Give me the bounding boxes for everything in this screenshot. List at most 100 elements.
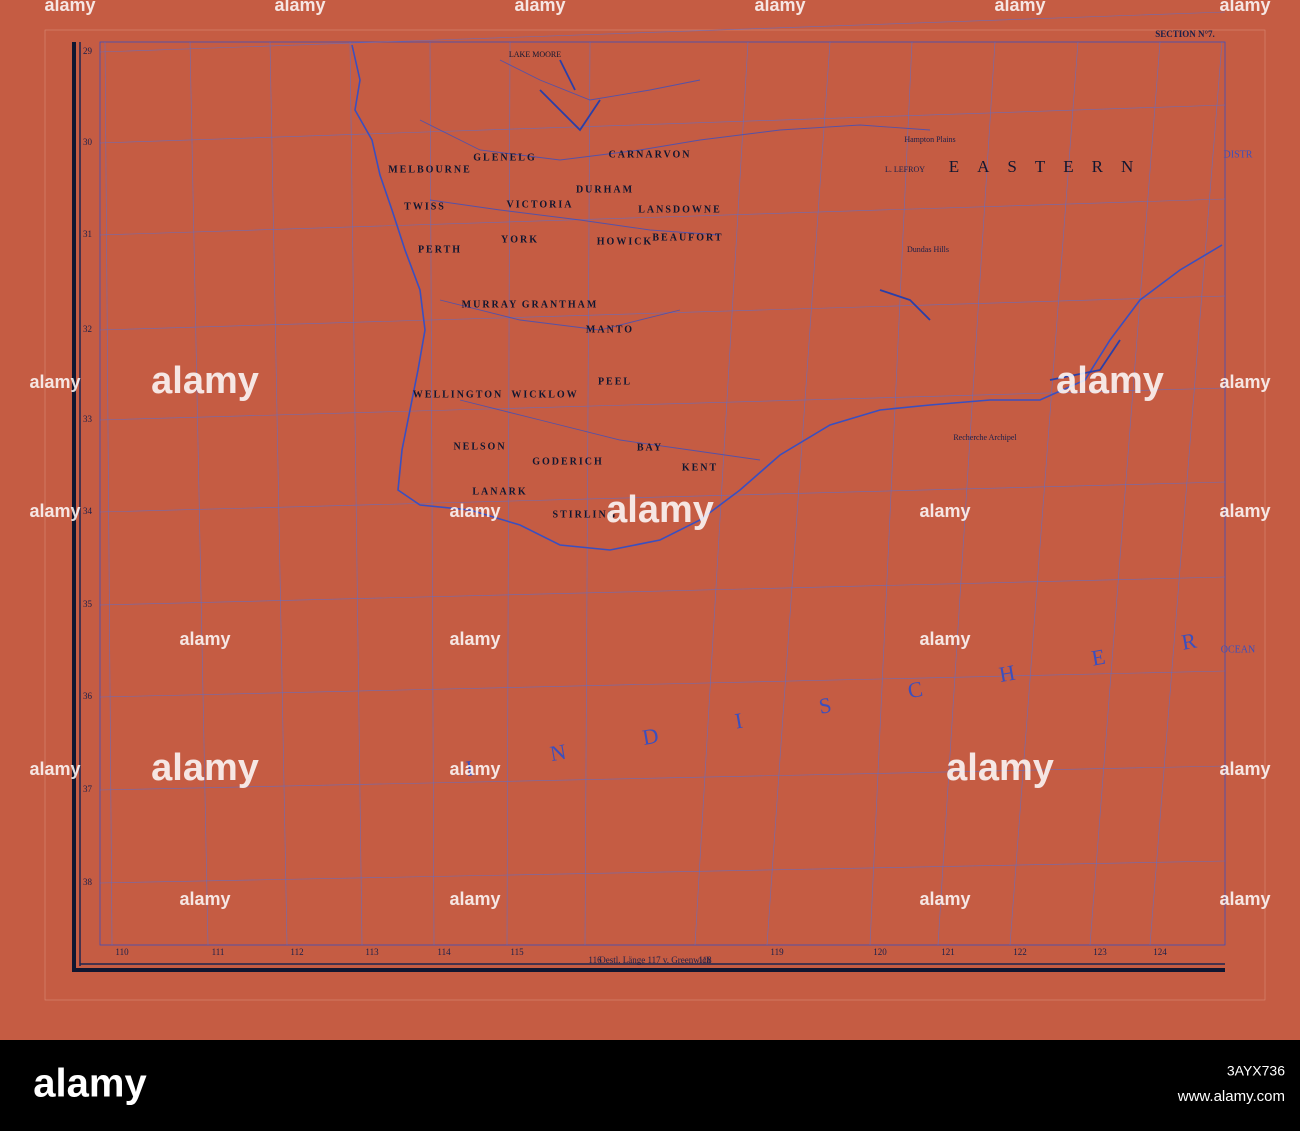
region-label: PEEL — [598, 376, 632, 387]
river — [419, 59, 931, 461]
latitude-label: 38 — [83, 877, 93, 887]
longitude-line — [104, 41, 113, 946]
region-label: NELSON — [453, 441, 506, 452]
watermark: alamy — [449, 759, 500, 779]
longitude-label: 111 — [212, 947, 225, 957]
region-label: HOWICK — [597, 236, 653, 247]
longitude-label: 113 — [365, 947, 379, 957]
longitude-label: 122 — [1013, 947, 1027, 957]
watermark: alamy — [514, 0, 565, 15]
longitude-label: 114 — [437, 947, 451, 957]
watermark: alamy — [606, 489, 714, 531]
longitude-line — [584, 41, 591, 946]
latitude-label: 31 — [83, 229, 92, 239]
longitude-line — [506, 41, 511, 946]
watermark: alamy — [44, 0, 95, 15]
watermark: alamy — [29, 759, 80, 779]
latitude-label: 37 — [83, 784, 93, 794]
latitude-label: 36 — [83, 691, 93, 701]
region-label: TWISS — [404, 201, 446, 212]
region-label: VICTORIA — [507, 199, 574, 210]
longitude-line — [1149, 41, 1223, 946]
region-label: BEAUFORT — [652, 232, 723, 243]
watermark: alamy — [1219, 889, 1270, 909]
map-background — [0, 0, 1300, 1040]
longitude-line — [429, 41, 435, 946]
longitude-label: 121 — [941, 947, 955, 957]
longitude-line — [937, 41, 996, 946]
region-label: DISTR — [1224, 149, 1253, 160]
watermark: alamy — [754, 0, 805, 15]
region-label: STIRLING — [553, 509, 618, 520]
watermark: alamy — [151, 747, 259, 789]
longitude-line — [189, 41, 209, 946]
footer-bar — [0, 1040, 1300, 1131]
region-label: PERTH — [418, 244, 462, 255]
lake — [539, 59, 1121, 381]
image-id: 3AYX736 — [1227, 1063, 1285, 1079]
watermark: alamy — [1056, 360, 1164, 402]
longitude-line — [766, 41, 831, 946]
region-label: LANARK — [472, 486, 527, 497]
watermark: alamy — [179, 629, 230, 649]
longitude-caption: Oestl. Länge 117 v. Greenwich — [599, 955, 711, 965]
region-label: BAY — [637, 442, 663, 453]
sheet-edge — [44, 29, 1266, 1001]
longitude-label: 116 — [588, 955, 602, 965]
watermark: alamy — [994, 0, 1045, 15]
latitude-line — [99, 481, 1226, 513]
watermark: alamy — [946, 747, 1054, 789]
watermark: alamy — [179, 889, 230, 909]
longitude-label: 124 — [1153, 947, 1167, 957]
region-label: KENT — [682, 462, 718, 473]
longitude-line — [694, 41, 749, 946]
watermark: alamy — [449, 629, 500, 649]
place-label: L. LEFROY — [885, 165, 925, 174]
watermark: alamy — [1219, 759, 1270, 779]
region-label: WICKLOW — [511, 389, 578, 400]
section-label: SECTION N°7. — [1155, 29, 1215, 39]
latitude-line — [99, 104, 1226, 144]
latitude-line — [99, 295, 1226, 331]
longitude-label: 120 — [873, 947, 887, 957]
latitude-line — [99, 860, 1226, 884]
region-label: MURRAY — [462, 299, 519, 310]
region-label: GRANTHAM — [522, 299, 599, 310]
ocean-label: OCEAN — [1221, 644, 1255, 655]
region-label: LANSDOWNE — [638, 204, 722, 215]
latitude-label: 32 — [83, 324, 92, 334]
region-label: DURHAM — [576, 184, 634, 195]
longitude-label: 119 — [770, 947, 784, 957]
place-label: Recherche Archipel — [953, 433, 1017, 442]
region-label: MELBOURNE — [388, 164, 472, 175]
longitude-line — [1009, 41, 1079, 946]
longitude-line — [349, 41, 363, 946]
watermark: alamy — [1219, 0, 1270, 15]
longitude-label: 112 — [290, 947, 303, 957]
latitude-line — [99, 198, 1226, 236]
coastline — [351, 44, 1223, 551]
watermark: alamy — [274, 0, 325, 15]
region-label: CARNARVON — [609, 149, 692, 160]
watermark: alamy — [919, 629, 970, 649]
region-label: EASTERN — [949, 157, 1152, 176]
watermark: alamy — [29, 372, 80, 392]
watermark: alamy — [1219, 372, 1270, 392]
inner-frame — [99, 41, 1226, 946]
longitude-label: 115 — [510, 947, 524, 957]
region-label: MANTO — [586, 324, 634, 335]
latitude-line — [99, 765, 1226, 791]
latitude-line — [99, 670, 1226, 698]
watermark: alamy — [449, 889, 500, 909]
latitude-label: 34 — [83, 506, 93, 516]
watermark: alamy — [29, 501, 80, 521]
place-label: Hampton Plains — [904, 135, 955, 144]
region-label: GLENELG — [473, 152, 536, 163]
latitude-label: 35 — [83, 599, 93, 609]
longitude-line — [269, 41, 288, 946]
region-label: GODERICH — [532, 456, 604, 467]
footer-logo: alamy — [33, 1062, 147, 1106]
site-url: www.alamy.com — [1177, 1088, 1285, 1105]
